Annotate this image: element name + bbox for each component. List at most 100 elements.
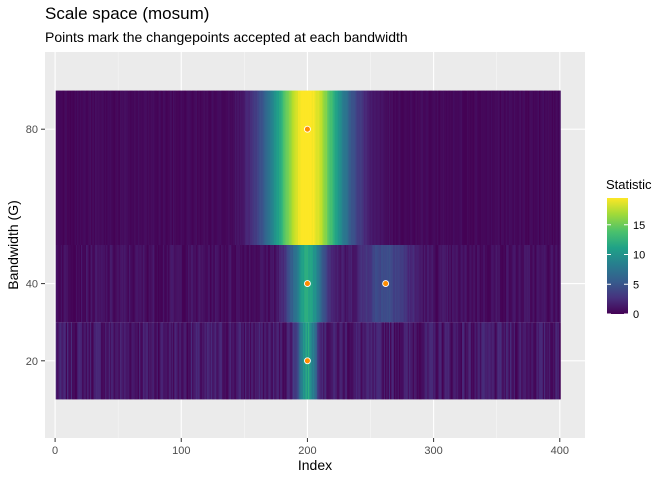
heatmap-cell xyxy=(381,322,383,400)
heatmap-cell xyxy=(414,90,416,245)
heatmap-cell xyxy=(160,90,163,245)
heatmap-cell xyxy=(531,245,533,323)
heatmap-cell xyxy=(412,90,415,245)
heatmap-cell xyxy=(313,90,315,245)
heatmap-cell xyxy=(176,90,179,245)
heatmap-cell xyxy=(214,90,217,245)
heatmap-cell xyxy=(455,322,458,400)
heatmap-cell xyxy=(290,322,293,400)
heatmap-cell xyxy=(430,245,433,323)
heatmap-cell xyxy=(217,245,219,323)
heatmap-cell xyxy=(272,245,275,323)
heatmap-cell xyxy=(474,245,477,323)
heatmap-cell xyxy=(357,245,359,323)
heatmap-cell xyxy=(252,90,255,245)
heatmap-cell xyxy=(233,245,236,323)
heatmap-cell xyxy=(257,90,260,245)
heatmap-cell xyxy=(472,245,474,323)
heatmap-cell xyxy=(531,322,533,400)
heatmap-cell xyxy=(87,322,89,400)
heatmap-cell xyxy=(342,322,344,400)
heatmap-cell xyxy=(342,245,344,323)
heatmap-cell xyxy=(463,90,465,245)
heatmap-cell xyxy=(559,322,561,400)
heatmap-cell xyxy=(397,322,400,400)
heatmap-cell xyxy=(525,90,527,245)
heatmap-cell xyxy=(460,245,463,323)
heatmap-cell xyxy=(229,322,232,400)
heatmap-cell xyxy=(70,245,73,323)
heatmap-cell xyxy=(189,90,192,245)
heatmap-cell xyxy=(396,245,398,323)
heatmap-cell xyxy=(484,90,487,245)
heatmap-cell xyxy=(526,322,528,400)
heatmap-cell xyxy=(321,322,324,400)
heatmap-cell xyxy=(402,90,405,245)
heatmap-cell xyxy=(342,90,344,245)
heatmap-cell xyxy=(186,245,189,323)
heatmap-cell xyxy=(56,90,59,245)
heatmap-cell xyxy=(176,322,179,400)
heatmap-cell xyxy=(233,322,236,400)
heatmap-cell xyxy=(152,322,155,400)
heatmap-cell xyxy=(401,90,404,245)
heatmap-cell xyxy=(543,322,546,400)
changepoint-point xyxy=(303,357,311,365)
heatmap-cell xyxy=(292,245,295,323)
heatmap-cell xyxy=(398,322,401,400)
heatmap-cell xyxy=(542,322,545,400)
heatmap-cell xyxy=(122,90,125,245)
heatmap-cell xyxy=(518,245,521,323)
heatmap-cell xyxy=(160,322,163,400)
heatmap-cell xyxy=(299,90,301,245)
heatmap-cell xyxy=(484,322,487,400)
heatmap-cell xyxy=(446,90,449,245)
heatmap-cell xyxy=(247,90,250,245)
heatmap-cell xyxy=(266,322,269,400)
heatmap-cell xyxy=(265,245,267,323)
heatmap-cell xyxy=(541,90,544,245)
heatmap-cell xyxy=(294,90,296,245)
heatmap-cell xyxy=(337,90,339,245)
heatmap-cell xyxy=(168,322,170,400)
heatmap-cell xyxy=(406,90,409,245)
heatmap-cell xyxy=(540,245,542,323)
heatmap-cell xyxy=(530,245,532,323)
heatmap-cell xyxy=(300,245,303,323)
heatmap-cell xyxy=(454,245,457,323)
heatmap-cell xyxy=(388,322,391,400)
heatmap-cell xyxy=(179,90,181,245)
heatmap-cell xyxy=(506,90,508,245)
heatmap-cell xyxy=(536,245,539,323)
heatmap-cell xyxy=(372,90,375,245)
heatmap-cell xyxy=(170,322,173,400)
heatmap-cell xyxy=(316,322,319,400)
heatmap-cell xyxy=(126,245,128,323)
heatmap-cell xyxy=(147,90,150,245)
heatmap-cell xyxy=(402,322,405,400)
heatmap-cell xyxy=(514,90,517,245)
heatmap-cell xyxy=(314,245,316,323)
heatmap-cell xyxy=(212,245,214,323)
heatmap-cell xyxy=(424,245,426,323)
heatmap-cell xyxy=(60,245,63,323)
heatmap-cell xyxy=(467,90,469,245)
y-tick-label: 20 xyxy=(26,356,38,368)
heatmap-cell xyxy=(91,322,93,400)
heatmap-cell xyxy=(499,90,502,245)
heatmap-cell xyxy=(412,322,415,400)
heatmap-cell xyxy=(118,322,121,400)
heatmap-cell xyxy=(516,322,518,400)
heatmap-cell xyxy=(429,322,431,400)
heatmap-cell xyxy=(165,245,168,323)
heatmap-cell xyxy=(421,245,424,323)
heatmap-cell xyxy=(157,90,160,245)
heatmap-cell xyxy=(121,90,123,245)
heatmap-cell xyxy=(522,245,525,323)
heatmap-cell xyxy=(554,322,556,400)
heatmap-cell xyxy=(406,245,409,323)
heatmap-cell xyxy=(498,90,501,245)
heatmap-cell xyxy=(99,245,102,323)
heatmap-cell xyxy=(338,245,340,323)
heatmap-cell xyxy=(214,245,217,323)
